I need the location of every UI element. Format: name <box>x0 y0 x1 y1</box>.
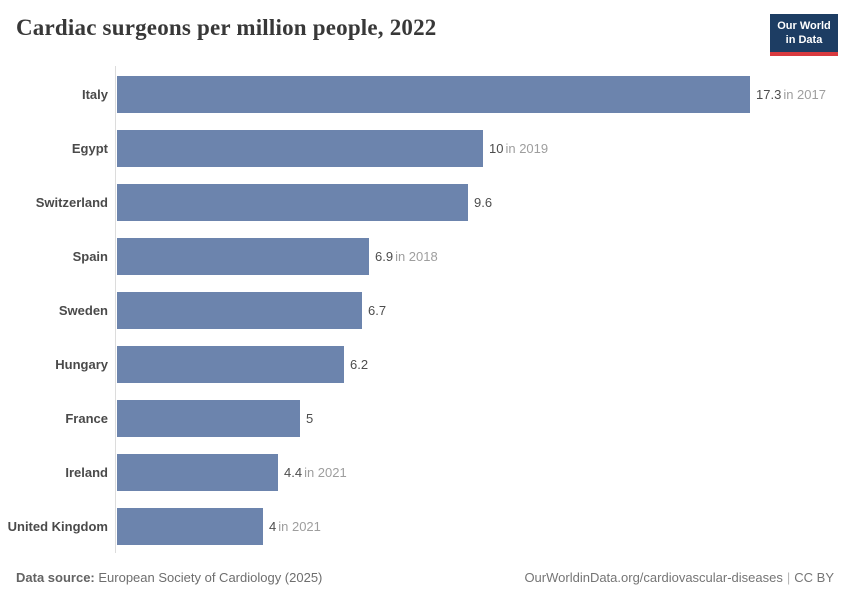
bar[interactable] <box>117 291 362 329</box>
bar-track: 6.9 in 2018 <box>117 237 850 275</box>
bar[interactable] <box>117 183 468 221</box>
bar-row: Italy 17.3 in 2017 <box>0 67 850 121</box>
bar[interactable] <box>117 345 344 383</box>
bar-row: Hungary 6.2 <box>0 337 850 391</box>
bar-row: Egypt 10 in 2019 <box>0 121 850 175</box>
value-annotation: 5 <box>306 411 315 426</box>
y-axis-line <box>115 66 116 553</box>
value-annotation: 4.4 in 2021 <box>284 465 347 480</box>
bar-track: 10 in 2019 <box>117 129 850 167</box>
bar[interactable] <box>117 399 300 437</box>
category-label: United Kingdom <box>7 518 108 534</box>
category-label: Hungary <box>55 356 108 372</box>
year-note: in 2021 <box>278 518 321 534</box>
bar-row: Sweden 6.7 <box>0 283 850 337</box>
category-label: Ireland <box>65 464 108 480</box>
year-note: in 2019 <box>505 140 549 156</box>
value-label: 6.2 <box>350 356 369 372</box>
value-annotation: 17.3 in 2017 <box>756 87 826 102</box>
category-label: Sweden <box>58 302 108 318</box>
bar[interactable] <box>117 237 369 275</box>
year-note: in 2018 <box>395 248 438 264</box>
bar-track: 5 <box>117 399 850 437</box>
category-label: Egypt <box>71 140 108 156</box>
value-annotation: 6.9 in 2018 <box>375 249 438 264</box>
bar-track: 17.3 in 2017 <box>117 75 850 113</box>
category-label: Switzerland <box>35 194 108 210</box>
bar-row: Spain 6.9 in 2018 <box>0 229 850 283</box>
footer-attribution: OurWorldinData.org/cardiovascular-diseas… <box>524 570 834 585</box>
bar-track: 6.7 <box>117 291 850 329</box>
value-annotation: 4 in 2021 <box>269 519 321 534</box>
plot-area: Italy 17.3 in 2017 Egypt 10 in 2019 Switze… <box>0 67 850 553</box>
bar-track: 6.2 <box>117 345 850 383</box>
data-source: Data source: European Society of Cardiol… <box>16 570 322 585</box>
value-label: 10 <box>489 140 504 156</box>
bar-row: France 5 <box>0 391 850 445</box>
owid-logo-line1: Our World <box>777 20 831 32</box>
bar-row: Ireland 4.4 in 2021 <box>0 445 850 499</box>
bar[interactable] <box>117 507 263 545</box>
value-label: 5 <box>306 410 314 426</box>
owid-url-link[interactable]: OurWorldinData.org/cardiovascular-diseas… <box>524 570 783 585</box>
bar-track: 4 in 2021 <box>117 507 850 545</box>
license-label: CC BY <box>794 570 834 585</box>
footer-divider: | <box>786 570 791 585</box>
value-label: 17.3 <box>756 86 782 102</box>
value-annotation: 9.6 <box>474 195 494 210</box>
bar[interactable] <box>117 129 483 167</box>
owid-logo[interactable]: Our World in Data <box>770 14 838 56</box>
value-label: 6.9 <box>375 248 394 264</box>
bar-row: Switzerland 9.6 <box>0 175 850 229</box>
bar[interactable] <box>117 75 750 113</box>
bar-track: 9.6 <box>117 183 850 221</box>
value-label: 4.4 <box>284 464 303 480</box>
year-note: in 2021 <box>304 464 347 480</box>
data-source-text: European Society of Cardiology (2025) <box>94 570 323 585</box>
bar-track: 4.4 in 2021 <box>117 453 850 491</box>
value-label: 4 <box>269 518 277 534</box>
data-source-label: Data source: <box>16 570 95 585</box>
year-note: in 2017 <box>783 86 826 102</box>
value-label: 9.6 <box>474 194 493 210</box>
bar[interactable] <box>117 453 278 491</box>
category-label: France <box>65 410 108 426</box>
category-label: Spain <box>72 248 108 264</box>
bar-row: United Kingdom 4 in 2021 <box>0 499 850 553</box>
chart-footer: Data source: European Society of Cardiol… <box>16 570 834 585</box>
value-annotation: 10 in 2019 <box>489 141 548 156</box>
owid-logo-line2: in Data <box>785 34 823 47</box>
category-label: Italy <box>81 86 108 102</box>
chart-title: Cardiac surgeons per million people, 202… <box>16 15 437 40</box>
value-label: 6.7 <box>368 302 387 318</box>
value-annotation: 6.2 <box>350 357 370 372</box>
value-annotation: 6.7 <box>368 303 388 318</box>
